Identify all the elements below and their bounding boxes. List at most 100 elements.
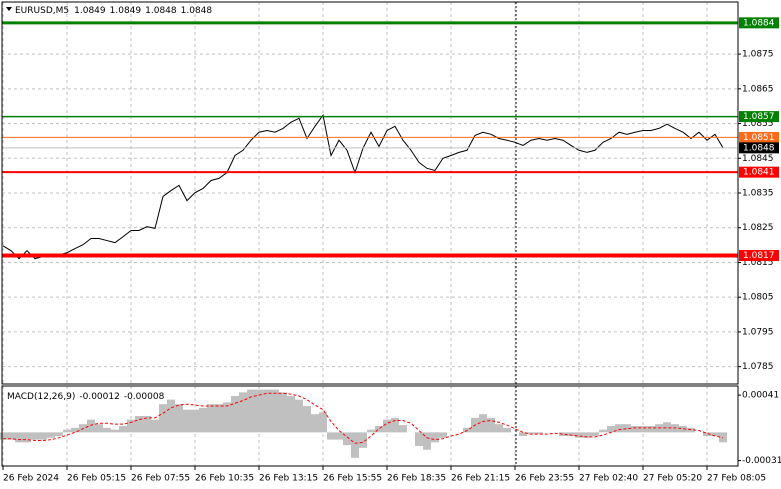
chart-header: EURUSD,M5 1.0849 1.0849 1.0848 1.0848: [15, 6, 212, 16]
histogram-bar: [639, 426, 647, 433]
histogram-bar: [327, 432, 335, 440]
histogram-bar: [303, 406, 311, 433]
histogram-bar: [703, 432, 711, 436]
histogram-bar: [423, 432, 431, 450]
macd-value: -0.00012: [79, 392, 119, 402]
level-label-box: [739, 131, 779, 143]
x-tick-label: 26 Feb 21:15: [451, 474, 510, 484]
histogram-bar: [127, 419, 135, 433]
histogram-bar: [631, 426, 639, 433]
y-tick-label: -0.00031: [742, 456, 781, 466]
histogram-bar: [535, 432, 543, 435]
histogram-bar: [495, 424, 503, 433]
histogram-bar: [135, 416, 143, 433]
open: 1.0849: [74, 6, 106, 16]
histogram-bar: [15, 432, 23, 443]
histogram-bar: [351, 432, 359, 458]
low: 1.0848: [145, 6, 177, 16]
y-tick-label: 0.00041: [742, 391, 779, 401]
histogram-bar: [623, 424, 631, 433]
y-tick-label: 1.0785: [742, 362, 774, 372]
histogram-bar: [607, 426, 615, 433]
menu-arrow[interactable]: [6, 7, 12, 11]
y-tick-label: 1.0805: [742, 293, 774, 303]
histogram-bar: [575, 432, 583, 438]
signal-value: -0.00008: [124, 392, 165, 402]
y-tick-label: 1.0875: [742, 50, 774, 60]
x-tick-label: 26 Feb 18:35: [387, 474, 446, 484]
histogram-bar: [167, 399, 175, 433]
symbol: EURUSD,M5: [15, 6, 69, 16]
y-tick-label: 1.0845: [742, 154, 774, 164]
histogram-bar: [559, 432, 567, 436]
level-label-box: [739, 111, 779, 123]
histogram-bar: [231, 396, 239, 433]
histogram-bar: [679, 426, 687, 433]
histogram-bar: [375, 426, 383, 433]
close: 1.0848: [181, 6, 213, 16]
histogram-bar: [647, 426, 655, 433]
histogram-bar: [271, 389, 279, 433]
histogram-bar: [295, 399, 303, 433]
histogram-bar: [55, 432, 63, 436]
histogram-bar: [87, 419, 95, 433]
histogram-bar: [399, 425, 407, 433]
histogram-bar: [415, 432, 423, 446]
histogram-bar: [199, 407, 207, 433]
histogram-bar: [599, 429, 607, 433]
x-tick-label: 26 Feb 07:55: [131, 474, 190, 484]
histogram-bar: [615, 424, 623, 433]
histogram-bar: [207, 404, 215, 433]
level-label-box: [739, 250, 779, 262]
histogram-bar: [23, 432, 31, 443]
level-label: 1.0817: [743, 251, 775, 261]
histogram-bar: [391, 417, 399, 433]
level-label-box: [739, 17, 779, 29]
histogram-bar: [383, 419, 391, 433]
marks: [0, 21, 738, 458]
histogram-bar: [367, 429, 375, 433]
y-tick-label: 1.0815: [742, 258, 774, 268]
macd-frame: [1, 385, 739, 467]
x-tick-label: 26 Feb 13:15: [259, 474, 318, 484]
histogram-bar: [487, 417, 495, 433]
histogram-bar: [287, 396, 295, 433]
macd-title: MACD(12,26,9): [7, 392, 75, 402]
histogram-bar: [0, 432, 7, 440]
histogram-bar: [263, 389, 271, 433]
y-tick-label: 1.0835: [742, 189, 774, 199]
histogram-bar: [71, 427, 79, 433]
histogram-bar: [255, 389, 263, 433]
histogram-bar: [359, 432, 367, 448]
x-tick-label: 26 Feb 2024: [3, 474, 59, 484]
histogram-bar: [439, 432, 447, 438]
histogram-bar: [319, 412, 327, 433]
level-label: 1.0848: [743, 143, 775, 153]
histogram-bar: [119, 426, 127, 433]
macd-header: MACD(12,26,9) -0.00012 -0.00008: [7, 392, 165, 402]
histogram-bar: [103, 427, 111, 433]
x-tick-label: 26 Feb 05:15: [67, 474, 126, 484]
level-label: 1.0841: [743, 168, 775, 178]
y-tick-label: 1.0795: [742, 327, 774, 337]
histogram-bar: [47, 432, 55, 438]
histogram-bar: [663, 422, 671, 433]
histogram-bar: [191, 409, 199, 433]
histogram-bar: [431, 432, 439, 443]
histogram-bar: [7, 432, 15, 440]
histogram-bar: [311, 414, 319, 433]
histogram-bar: [519, 432, 527, 436]
histogram-bar: [39, 432, 47, 440]
histogram-bar: [215, 404, 223, 433]
level-label: 1.0851: [743, 133, 775, 143]
histogram-bar: [503, 427, 511, 433]
histogram-bar: [111, 429, 119, 433]
histogram-bar: [151, 419, 159, 433]
histogram-bar: [343, 432, 351, 446]
high: 1.0849: [110, 6, 142, 16]
histogram-bar: [239, 392, 247, 433]
histogram-bar: [143, 416, 151, 433]
